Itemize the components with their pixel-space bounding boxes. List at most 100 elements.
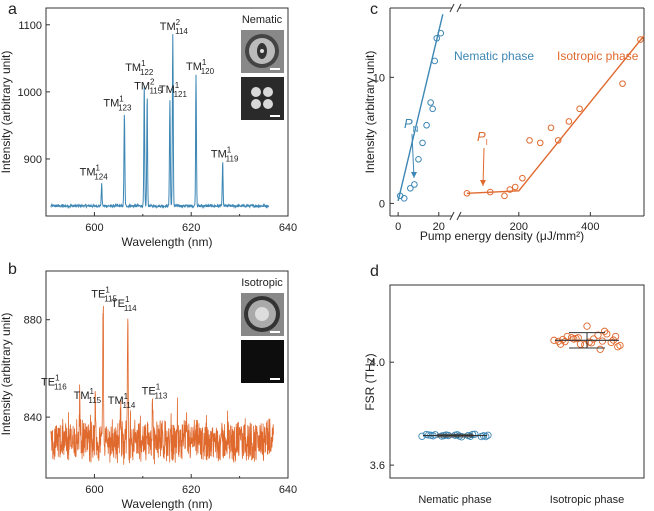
y-axis-label: FSR (THz) [363,353,377,410]
spectrum-panel-a: 600 620 640 900 1000 1100 Wavelength (nm) Inten… [0,7,297,249]
series-nematic: Nematic phase [396,14,534,202]
data-point [607,338,615,347]
peak-label: TM1 115 [74,387,102,405]
peak-label: TE1 115 [91,286,117,304]
plot-frame [389,284,645,479]
peak-label: TM1 121 [159,81,188,99]
plot-frame [45,270,289,479]
y-tick-label: 1000 [18,87,42,99]
data-point [637,36,644,43]
peak-label: TE1 116 [41,374,67,392]
inset-label: Nematic [242,14,283,26]
data-point [415,155,422,163]
data-point [511,183,519,191]
peak-label: TM1 120 [186,58,215,76]
x-tick-label: 640 [279,484,297,496]
series-label: Nematic phase [454,49,534,63]
x-tick-label: 600 [85,222,103,234]
series-label: Isotropic phase [557,49,639,63]
arrowhead [480,180,486,186]
axis-break-mark [449,3,455,13]
inset-lobe [263,99,273,109]
y-tick-label: 840 [24,412,42,424]
fit-line [397,14,444,202]
data-point [603,330,611,338]
y-tick-label: 10 [373,72,385,84]
panel-letter-c: c [370,1,378,18]
peak-label: TE1 114 [111,295,137,313]
panel-letter-d: d [370,263,379,280]
data-point [422,430,431,439]
data-point [619,80,626,87]
data-point [519,174,526,182]
data-point [559,335,567,344]
data-point [419,139,426,147]
peak-label: TE1 113 [142,383,168,401]
inset-core [255,307,269,321]
data-point [554,137,562,144]
data-point [526,137,533,144]
axis-break-mark [449,211,455,221]
data-point [565,118,573,125]
inset-image-2 [241,340,284,383]
peak-label: TM2 114 [160,18,189,36]
y-tick-label: 880 [24,315,42,327]
data-point [431,57,439,65]
y-tick-label: 1100 [18,20,42,32]
data-point [433,34,441,42]
data-point [585,338,593,346]
annotation-arrow [482,147,485,187]
data-point [576,105,583,113]
annotation-arrow [411,133,415,179]
panel-letter-a: a [8,1,17,18]
data-point [567,334,576,342]
data-point [596,345,604,353]
data-point [429,105,436,113]
y-tick-label: 3.6 [370,460,385,472]
spectrum-trace [50,305,274,465]
plot-frame [45,7,289,217]
x-axis-label: Wavelength (nm) [122,497,213,511]
data-point [589,335,598,343]
peak-label: TM1 114 [108,392,136,410]
y-axis-label: Intensity (arbitrary unit) [363,51,377,174]
panel-letter-b: b [8,261,17,278]
x-tick-label: 620 [182,222,200,234]
spectrum-trace [50,34,270,210]
category-label: Nematic phase [418,494,491,506]
data-point [547,124,555,132]
x-tick-label: 20 [433,221,445,233]
series-isotropic [550,322,624,353]
series-isotropic: Isotropic phase [463,35,645,200]
data-point [411,181,418,188]
data-point [611,332,620,341]
inset-lobe [263,87,273,97]
peak-label: TM2 115 [134,78,163,96]
data-point [501,192,508,200]
inset-image-2 [241,77,284,120]
y-axis-label: Intensity (arbitrary unit) [0,313,13,436]
data-point [407,184,414,192]
inset-core-dot [260,49,264,53]
category-label: Isotropic phase [550,494,625,506]
y-tick-label: 4.0 [370,357,385,369]
x-tick-label: 640 [279,222,297,234]
peak-label: TM1 123 [103,94,132,112]
inset-lobe [251,99,261,109]
series-nematic [418,430,492,441]
data-point [576,340,585,348]
data-point [437,29,445,37]
y-tick-label: 900 [24,154,42,166]
arrowhead [411,172,417,178]
peak-label: TM1 122 [125,59,154,77]
data-point [400,195,408,202]
fit-line [466,35,645,194]
data-point [536,139,544,147]
x-tick-label: 400 [581,221,599,233]
threshold-annotation: PN [404,116,419,134]
data-point [506,186,514,193]
axis-break-mark [456,211,462,221]
x-axis-label: Pump energy density (μJ/mm²) [420,229,584,243]
data-point [554,337,563,346]
